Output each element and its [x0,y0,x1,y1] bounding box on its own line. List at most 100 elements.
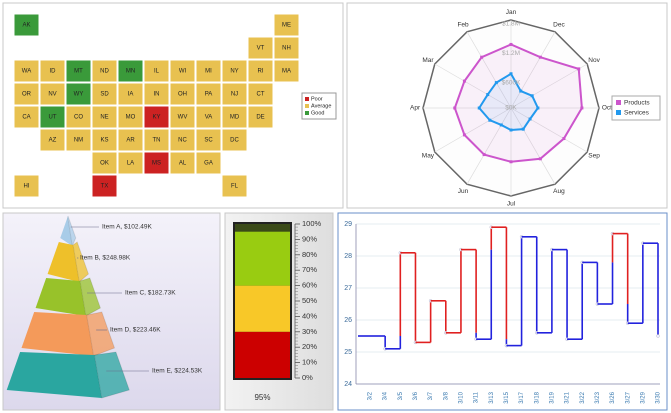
x-tick-label: 3/30 [656,391,662,403]
state-label: AK [22,23,30,29]
state [91,105,118,129]
y-tick-label: 70% [302,265,317,274]
vertex [521,127,525,131]
y-tick-label: 26 [344,317,352,324]
vertex [536,106,540,110]
state [169,128,196,152]
category-label: Sep [588,153,600,160]
state-label: OK [100,161,109,167]
state-label: FL [231,184,239,190]
state [117,105,144,129]
radial-tick-label: $0K [505,105,517,112]
state [117,151,144,175]
x-tick-label: 3/13 [489,391,495,403]
x-tick-label: 3/6 [413,391,419,400]
state-label: TX [101,184,109,190]
gauge-band [235,224,290,286]
tier-side [79,277,102,317]
state [221,105,248,129]
y-tick-label: 40% [302,311,317,320]
legend-swatch [305,111,309,115]
state [221,128,248,152]
state [91,128,118,152]
tier-label: Item E, $224.53K [152,368,203,375]
vertex [453,106,457,110]
state [39,59,66,83]
vertex [509,160,513,164]
category-label: Dec [553,22,565,29]
state-label: ID [50,69,57,75]
x-tick-label: 3/17 [519,391,525,403]
state [13,82,40,106]
legend-swatch [305,97,309,101]
state [195,59,222,83]
category-label: Jan [506,9,517,16]
state [91,82,118,106]
category-label: Mar [422,57,434,64]
spoke [510,63,588,109]
state [169,82,196,106]
spoke [434,63,512,109]
state [221,174,248,198]
legend-label: Products [624,100,650,107]
y-tick-label: 100% [302,219,322,228]
vertex [462,133,466,137]
state-label: NH [282,46,291,52]
vertex [477,106,481,110]
state [221,59,248,83]
state-label: ME [282,23,291,29]
x-tick-label: 3/10 [459,391,465,403]
state [143,82,170,106]
vertex [494,81,498,85]
state [195,82,222,106]
state-label: AZ [49,138,57,144]
state [65,128,92,152]
category-label: May [422,153,435,160]
y-tick-label: 60% [302,281,317,290]
tier-front [21,312,94,356]
radial-tick-label: $1.2M [502,50,520,57]
state-label: TN [153,138,161,144]
state-label: AL [179,161,187,167]
vertex [562,137,566,141]
category-label: Feb [457,22,469,29]
vertex [509,128,513,132]
vertex [519,89,523,93]
gauge-band [235,331,290,378]
y-tick-label: 10% [302,358,317,367]
state [169,151,196,175]
spoke [510,31,556,109]
state-label: DC [230,138,239,144]
state [195,128,222,152]
x-tick-label: 3/19 [549,391,555,403]
state [273,36,300,60]
y-tick-label: 20% [302,342,317,351]
state-label: NY [230,69,238,75]
state-label: NC [178,138,187,144]
state-label: WV [178,115,188,121]
state-label: MN [126,69,135,75]
radial-tick-label: $1.8M [502,21,520,28]
x-tick-label: 3/8 [443,391,449,400]
spoke [466,31,512,109]
state-label: ND [100,69,109,75]
state-label: CO [74,115,83,121]
legend-label: Services [624,110,650,117]
state-label: MO [126,115,136,121]
state [117,59,144,83]
legend-label: Average [311,103,331,109]
x-tick-label: 3/2 [368,391,374,400]
state-label: OH [178,92,187,98]
state-label: RI [258,69,264,75]
state [39,82,66,106]
legend-swatch [305,104,309,108]
vertex [538,157,542,161]
state [13,105,40,129]
state [13,174,40,198]
tier-side [93,351,130,399]
state-label: DE [256,115,264,121]
x-tick-label: 3/27 [625,391,631,403]
state-label: MD [230,115,240,121]
spoke [466,107,512,185]
